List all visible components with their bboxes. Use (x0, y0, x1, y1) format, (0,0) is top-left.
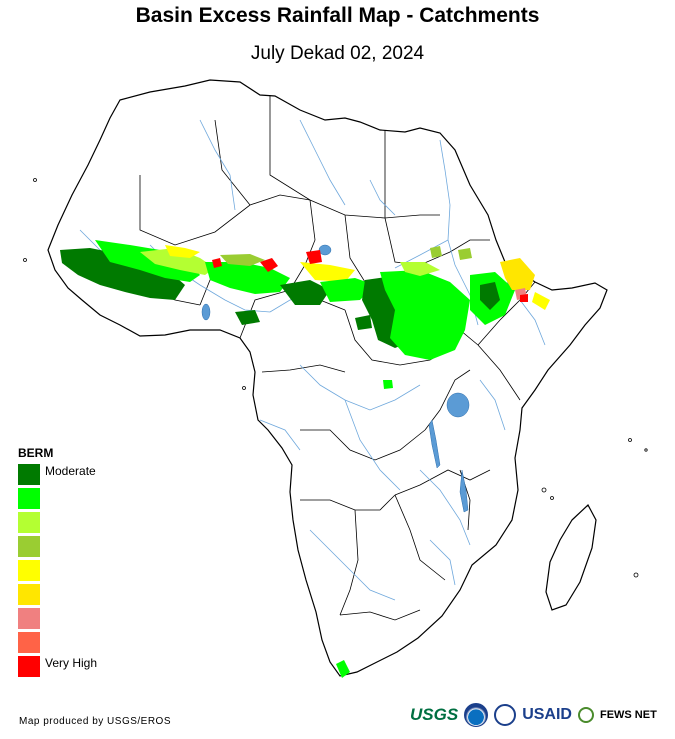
berm-zone-eritrea-red (520, 294, 528, 302)
berm-zone-west-dark (60, 248, 185, 300)
berm-zone-midwest-red2 (212, 258, 222, 268)
berm-zone-ethiopia-dark (480, 282, 500, 310)
legend-item: Very High (18, 656, 97, 680)
berm-zone-midwest-olive (220, 254, 265, 266)
legend: BERM Moderate Very High (18, 446, 97, 680)
legend-swatch (18, 560, 40, 581)
legend-label: Very High (45, 656, 98, 670)
map-credit: Map produced by USGS/EROS (19, 716, 172, 727)
berm-zone-west-yellow (165, 245, 200, 258)
berm-zone-central-red (306, 250, 322, 264)
legend-swatch (18, 488, 40, 509)
madagascar-outline (545, 504, 597, 611)
legend-swatch (18, 464, 40, 485)
map-title: Basin Excess Rainfall Map - Catchments (135, 4, 540, 27)
legend-item (18, 560, 97, 584)
berm-zone-eritrea-yellow2 (532, 292, 550, 310)
legend-swatch (18, 656, 40, 677)
noaa-logo-icon (464, 703, 489, 727)
legend-swatch (18, 584, 40, 605)
lake-chad (318, 244, 332, 256)
lake-victoria (446, 392, 470, 418)
berm-zone-sudan-bright (380, 270, 470, 360)
berm-catchments (60, 240, 550, 678)
berm-zone-chad-yellow (458, 248, 472, 260)
legend-item (18, 632, 97, 656)
legend-item (18, 584, 97, 608)
berm-zone-kenya-green (430, 246, 442, 258)
islands (23, 178, 648, 578)
legend-item (18, 536, 97, 560)
lake-volta (201, 303, 211, 321)
lake-tanganyika (428, 419, 441, 469)
legend-item (18, 512, 97, 536)
berm-zone-uganda-small (383, 380, 393, 389)
usaid-logo: USAID (522, 706, 572, 723)
legend-item (18, 608, 97, 632)
berm-zone-eritrea-yellow (500, 258, 535, 290)
berm-zone-central-green (320, 278, 375, 302)
lakes (201, 244, 515, 513)
fews-net-logo: FEWS NET (599, 709, 657, 721)
legend-item (18, 488, 97, 512)
legend-label: Moderate (45, 464, 96, 478)
berm-zone-central-dark (280, 280, 330, 305)
lake-malawi (459, 469, 469, 513)
legend-swatch (18, 512, 40, 533)
berm-zone-southafrica-small (336, 660, 350, 678)
berm-zone-west-yellowgreen (140, 248, 215, 275)
legend-title: BERM (18, 446, 54, 460)
logo-bar: USGS USAID FEWS NET (410, 700, 657, 730)
berm-zone-ghana-dark (235, 310, 260, 325)
map-subtitle: July Dekad 02, 2024 (250, 43, 425, 64)
legend-swatch (18, 632, 40, 653)
usgs-logo: USGS (410, 705, 459, 724)
legend-rows: Moderate Very High (18, 464, 97, 680)
africa-outline (47, 79, 608, 677)
berm-zone-sudan-yellowgreen (400, 262, 440, 276)
legend-item: Moderate (18, 464, 97, 488)
berm-zone-west-bright (95, 240, 200, 282)
berm-zone-central-yellow (300, 262, 355, 282)
legend-swatch (18, 608, 40, 629)
usaid-seal-icon (494, 704, 517, 726)
berm-zone-midwest-red (260, 258, 278, 272)
legend-swatch (18, 536, 40, 557)
berm-zone-nigeria-small (355, 315, 372, 330)
fews-net-globe-icon (577, 707, 594, 723)
